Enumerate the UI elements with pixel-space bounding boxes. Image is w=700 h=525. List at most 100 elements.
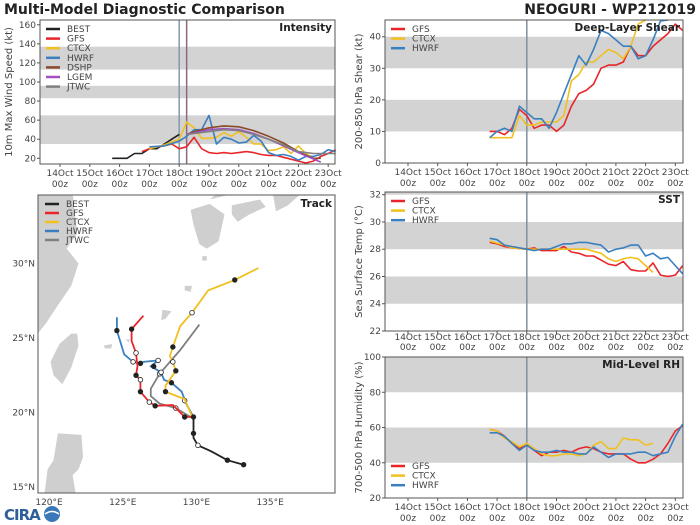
legend-label: CTCX bbox=[67, 44, 91, 54]
x-tick-label: 18Oct bbox=[166, 169, 193, 179]
x-tick-label: 00z bbox=[608, 514, 624, 524]
series-line-gfs bbox=[489, 23, 684, 136]
logo-globe-icon bbox=[44, 506, 60, 522]
x-tick-label: 00z bbox=[459, 179, 475, 189]
x-tick-label: 00z bbox=[141, 180, 157, 190]
x-tick-label: 00z bbox=[489, 514, 505, 524]
series-line-ctcx bbox=[489, 428, 654, 457]
land-layer bbox=[38, 195, 300, 493]
panel-rh: 2040608010014Oct00z15Oct00z16Oct00z17Oct… bbox=[354, 353, 689, 524]
y-tick-label: 100 bbox=[19, 78, 36, 88]
legend-label: HWRF bbox=[412, 44, 439, 54]
land-taiwan bbox=[50, 333, 79, 385]
x-tick-label: 00z bbox=[548, 343, 564, 353]
series-line-hwrf bbox=[489, 19, 668, 139]
y-tick-label: 32 bbox=[370, 191, 381, 201]
x-tick-label: 22Oct bbox=[285, 169, 312, 179]
track-line-jtwc bbox=[149, 324, 201, 418]
figure-title: Multi-Model Diagnostic Comparison bbox=[4, 2, 285, 18]
x-tick-label: 23Oct bbox=[662, 333, 689, 343]
track-marker bbox=[170, 359, 176, 365]
lon-tick-label: 135°E bbox=[256, 498, 284, 508]
x-tick-label: 00z bbox=[430, 514, 446, 524]
y-tick-label: 140 bbox=[19, 40, 36, 50]
tracks-layer bbox=[114, 267, 259, 468]
shaded-band bbox=[40, 115, 335, 144]
track-line-best bbox=[192, 417, 244, 466]
y-tick-label: 20 bbox=[370, 96, 382, 106]
x-tick-label: 17Oct bbox=[484, 333, 511, 343]
x-tick-label: 23Oct bbox=[662, 168, 689, 178]
track-marker bbox=[137, 360, 144, 367]
land-amami bbox=[184, 285, 192, 292]
shaded-band bbox=[385, 99, 683, 132]
track-marker bbox=[114, 327, 120, 334]
x-tick-label: 00z bbox=[430, 179, 446, 189]
track-marker bbox=[168, 380, 175, 386]
legend-label: GFS bbox=[67, 35, 85, 45]
track-line-ctcx bbox=[164, 267, 259, 421]
x-tick-label: 00z bbox=[82, 180, 98, 190]
x-tick-label: 00z bbox=[548, 514, 564, 524]
x-tick-label: 20Oct bbox=[573, 168, 600, 178]
shaded-band bbox=[385, 36, 683, 69]
x-tick-label: 16Oct bbox=[454, 168, 481, 178]
y-tick-label: 26 bbox=[370, 272, 382, 282]
x-tick-label: 16Oct bbox=[454, 503, 481, 513]
x-tick-label: 00z bbox=[489, 179, 505, 189]
y-axis-label: 700-500 hPa Humidity (%) bbox=[354, 361, 365, 493]
x-tick-label: 18Oct bbox=[513, 503, 540, 513]
x-tick-label: 21Oct bbox=[602, 503, 629, 513]
x-tick-label: 15Oct bbox=[424, 168, 451, 178]
shaded-band bbox=[40, 46, 335, 70]
series-line-lgem bbox=[186, 127, 322, 163]
land-miyako bbox=[125, 339, 131, 343]
legend-label: GFS bbox=[412, 197, 430, 207]
x-tick-label: 15Oct bbox=[424, 503, 451, 513]
track-marker bbox=[232, 277, 238, 283]
x-tick-label: 00z bbox=[261, 180, 277, 190]
track-marker bbox=[173, 368, 179, 374]
x-tick-label: 00z bbox=[320, 180, 336, 190]
legend-label: HWRF bbox=[67, 54, 94, 64]
land-kyushu bbox=[190, 203, 225, 249]
y-tick-label: 22 bbox=[370, 327, 381, 337]
land-shikoku bbox=[231, 199, 266, 222]
x-tick-label: 00z bbox=[638, 343, 654, 353]
track-marker bbox=[128, 326, 135, 332]
lon-tick-label: 125°E bbox=[109, 498, 137, 508]
x-tick-label: 19Oct bbox=[543, 168, 570, 178]
x-tick-label: 14Oct bbox=[394, 503, 421, 513]
x-tick-label: 00z bbox=[519, 343, 535, 353]
legend-label: LGEM bbox=[67, 73, 92, 83]
x-tick-label: 00z bbox=[290, 180, 306, 190]
logo-wave-icon bbox=[44, 510, 60, 515]
panel-track: 120°E 125°E 130°E 135°E 15°N 20°N 25°N 30°N Trac… bbox=[12, 194, 336, 508]
y-tick-label: 100 bbox=[364, 353, 381, 363]
x-tick-label: 14Oct bbox=[394, 168, 421, 178]
shaded-band bbox=[385, 357, 683, 393]
legend-label: BEST bbox=[66, 200, 90, 210]
x-tick-label: 00z bbox=[548, 179, 564, 189]
x-tick-label: 00z bbox=[52, 180, 68, 190]
legend-label: GFS bbox=[412, 25, 430, 35]
track-marker bbox=[137, 377, 144, 383]
x-tick-label: 00z bbox=[638, 514, 654, 524]
x-tick-label: 00z bbox=[608, 343, 624, 353]
land-luzon bbox=[44, 433, 83, 493]
x-tick-label: 15Oct bbox=[76, 169, 103, 179]
x-tick-label: 16Oct bbox=[106, 169, 133, 179]
track-marker bbox=[133, 350, 139, 356]
x-tick-label: 17Oct bbox=[136, 169, 163, 179]
x-tick-label: 00z bbox=[201, 180, 217, 190]
panel-sst: 22242628303214Oct00z15Oct00z16Oct00z17Oc… bbox=[354, 191, 689, 353]
legend-label: DSHP bbox=[67, 63, 92, 73]
x-tick-label: 00z bbox=[231, 180, 247, 190]
y-tick-label: 80 bbox=[25, 97, 37, 107]
series-line-hwrf bbox=[489, 423, 684, 459]
x-tick-label: 16Oct bbox=[454, 333, 481, 343]
x-tick-label: 00z bbox=[171, 180, 187, 190]
shaded-band bbox=[385, 192, 683, 195]
y-tick-label: 120 bbox=[19, 59, 36, 69]
